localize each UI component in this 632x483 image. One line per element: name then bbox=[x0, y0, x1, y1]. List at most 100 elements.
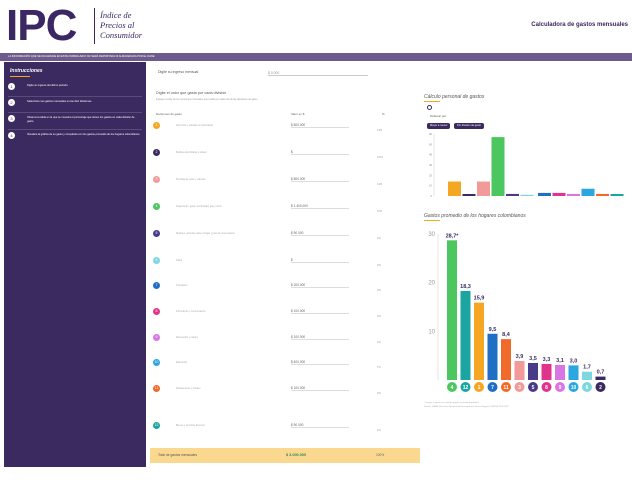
column-header-division: Divisiones de gasto bbox=[156, 112, 183, 116]
division-value-input[interactable]: $ 100.000 bbox=[291, 335, 349, 340]
division-value-input[interactable]: $ bbox=[291, 150, 349, 155]
y-tick-label: 20 bbox=[429, 173, 432, 177]
division-percent: 2% bbox=[377, 392, 381, 395]
division-badge: 8 bbox=[153, 308, 160, 315]
data-label: 8,4 bbox=[502, 332, 511, 338]
division-percent: 14% bbox=[377, 129, 383, 132]
division-badge: 3 bbox=[153, 176, 160, 183]
average-chart-title: Gastos promedio de los hogares colombian… bbox=[424, 213, 526, 219]
income-label: Digite su ingreso mensual bbox=[158, 70, 199, 74]
toggle-radio[interactable] bbox=[427, 105, 432, 110]
logo-subtitle: Índice de Precios al Consumidor bbox=[100, 10, 142, 40]
division-percent: 0% bbox=[377, 264, 381, 267]
x-tick-label: 8 bbox=[545, 385, 548, 391]
division-value-input[interactable]: $ 1.400.000 bbox=[291, 204, 349, 209]
division-value-input[interactable]: $ 90.000 bbox=[291, 423, 349, 428]
division-name: Alojamiento, agua, electricidad, gas y o… bbox=[176, 205, 222, 208]
instruction-item: 3 Observe la tabla en la que se muestra … bbox=[8, 115, 142, 130]
expense-row: 2 Bebidas alcohólicas y tabaco $0.5% bbox=[150, 149, 420, 161]
x-tick-label: 2 bbox=[599, 385, 602, 391]
expense-row: 12 Bienes y servicios diversos $ 90.000 1% bbox=[150, 422, 420, 434]
bar bbox=[541, 363, 552, 380]
data-label: 18,3 bbox=[460, 284, 471, 290]
chart-footnote: * Incluye el gasto en vivienda propia (a… bbox=[424, 402, 479, 404]
division-badge bbox=[514, 382, 525, 392]
column-header-percent: % bbox=[382, 112, 385, 116]
division-badge: 6 bbox=[153, 257, 160, 264]
bar bbox=[448, 181, 461, 196]
y-tick-label: 30 bbox=[428, 232, 435, 238]
data-label: 1,7 bbox=[583, 365, 591, 371]
division-name: Restaurantes y hoteles bbox=[176, 387, 201, 390]
division-name: Salud bbox=[176, 259, 183, 262]
division-value-input[interactable]: $ 100.000 bbox=[291, 386, 349, 391]
data-label: 3,1 bbox=[556, 358, 564, 364]
income-input[interactable]: $ 0.000 bbox=[268, 71, 368, 76]
x-tick-label: 11 bbox=[503, 385, 509, 391]
x-tick-label: 1 bbox=[478, 385, 481, 391]
total-label: Total de gastos mensuales bbox=[158, 453, 198, 457]
instruction-item: 1 Digite su ingreso del último periodo. bbox=[8, 83, 142, 97]
division-badge bbox=[555, 382, 565, 392]
division-percent: 14% bbox=[377, 183, 383, 186]
division-badge bbox=[595, 382, 606, 392]
y-tick-label: 30 bbox=[429, 163, 432, 167]
bar bbox=[582, 371, 592, 380]
division-value-input[interactable]: $ 90.000 bbox=[291, 231, 349, 236]
division-value-input[interactable]: $ 200.000 bbox=[291, 283, 349, 288]
x-tick-label: 6 bbox=[586, 385, 589, 391]
division-percent: 0.5% bbox=[377, 156, 383, 159]
data-label: 3,5 bbox=[529, 356, 537, 362]
bar bbox=[555, 364, 565, 380]
bar bbox=[477, 181, 490, 196]
form-subtitle: Ingrese el valor de los consumos mensual… bbox=[156, 98, 258, 101]
division-badge bbox=[487, 382, 498, 392]
sort-high-to-low-button[interactable]: Mayor a menor bbox=[427, 123, 451, 129]
division-value-input[interactable]: $ 800.000 bbox=[291, 123, 349, 128]
bar bbox=[596, 193, 609, 196]
division-value-input[interactable]: $ 800.000 bbox=[291, 177, 349, 182]
division-value-input[interactable]: $ bbox=[291, 258, 349, 263]
data-label: 0,7 bbox=[597, 370, 605, 376]
column-header-value: Valor en $ bbox=[291, 112, 305, 116]
average-expense-chart: 10 20 30 28,7* 4 18,3 12 15,9 1 9,5 7 8,4 11 3,9 3 3,5 5… bbox=[428, 232, 606, 392]
division-name: Educación bbox=[176, 361, 188, 364]
expense-row: 4 Alojamiento, agua, electricidad, gas y … bbox=[150, 203, 420, 215]
bar bbox=[568, 365, 579, 380]
division-badge bbox=[474, 382, 484, 392]
division-value-input[interactable]: $ 400.000 bbox=[291, 360, 349, 365]
division-badge bbox=[582, 382, 592, 392]
division-percent: 2% bbox=[377, 237, 381, 240]
bar bbox=[514, 361, 525, 380]
logo-subtitle-line-1: Índice de bbox=[100, 10, 132, 20]
division-name: Bebidas alcohólicas y tabaco bbox=[176, 151, 207, 154]
x-tick-label: 10 bbox=[571, 385, 577, 391]
sort-by-division-button[interactable]: Por división de gasto bbox=[454, 123, 485, 129]
sidebar-title: Instrucciones bbox=[10, 68, 43, 74]
average-chart-underline bbox=[424, 220, 440, 221]
division-name: Prendas de vestir y calzado bbox=[176, 178, 206, 181]
instruction-item: 2 Seleccione sus gastos mensuales en las… bbox=[8, 99, 142, 113]
x-tick-label: 3 bbox=[518, 385, 521, 391]
x-tick-label: 9 bbox=[559, 385, 562, 391]
sidebar-title-underline bbox=[10, 76, 30, 77]
division-badge: 11 bbox=[153, 385, 160, 392]
division-badge: 7 bbox=[153, 282, 160, 289]
bar bbox=[491, 137, 505, 196]
division-badge: 5 bbox=[153, 230, 160, 237]
bar bbox=[552, 192, 566, 196]
expense-row: 10 Educación $ 400.000 7% bbox=[150, 359, 420, 371]
expense-form: Digite su ingreso mensual $ 0.000 Digite… bbox=[150, 62, 420, 467]
division-badge bbox=[568, 382, 579, 392]
bar bbox=[538, 192, 551, 196]
division-percent: 1% bbox=[377, 429, 381, 432]
y-tick-label: 40 bbox=[429, 153, 432, 157]
bar bbox=[506, 193, 519, 196]
step-number-badge: 4 bbox=[8, 132, 15, 139]
instruction-text: Observe la tabla en la que se muestra el… bbox=[27, 116, 135, 123]
total-value: $ 3.000.000 bbox=[286, 453, 307, 457]
bar bbox=[460, 290, 471, 380]
division-value-input[interactable]: $ 100.000 bbox=[291, 309, 349, 314]
expense-row: 11 Restaurantes y hoteles $ 100.000 2% bbox=[150, 385, 420, 397]
division-badge: 9 bbox=[153, 334, 160, 341]
